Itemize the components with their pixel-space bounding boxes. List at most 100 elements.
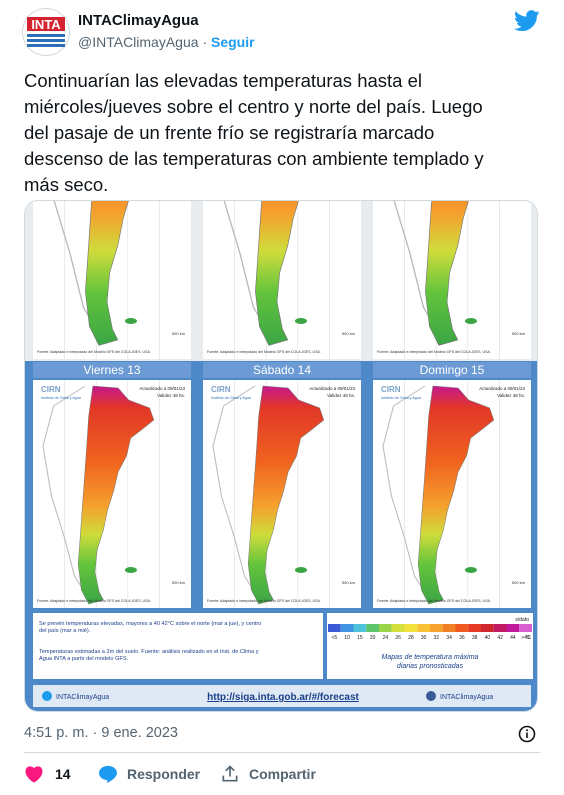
malvinas — [294, 318, 307, 324]
like-count[interactable]: 14 — [55, 766, 71, 782]
legend-label: 36 — [459, 635, 465, 641]
legend-label: 44 — [510, 635, 516, 641]
legend-swatch — [519, 624, 532, 632]
legend-label: 38 — [472, 635, 478, 641]
footer-left: INTAClimayAgua — [56, 694, 109, 701]
badge-institute: Instituto de Clima y Agua — [211, 396, 251, 400]
notes-box — [33, 613, 323, 679]
legend-label: 30 — [421, 635, 427, 641]
tweet-line: Continuarían las elevadas temperaturas h… — [24, 70, 422, 91]
badge-org: CIRN — [381, 385, 401, 394]
malvinas — [464, 567, 477, 573]
country-outline — [42, 385, 91, 602]
malvinas — [124, 567, 137, 573]
badge-institute: Instituto de Clima y Agua — [41, 396, 81, 400]
legend-swatch — [455, 624, 469, 632]
day-label: Sábado 14 — [253, 363, 311, 377]
twitter-logo[interactable] — [514, 10, 540, 32]
country-outline — [393, 201, 445, 342]
tweet-text: Continuarían las elevadas temperaturas h… — [24, 68, 484, 198]
tweet-image[interactable]: 500 km Fuente: Adaptado e interpolado del… — [24, 200, 538, 712]
map: 500 km Fuente: Adaptado e interpolado del… — [373, 380, 531, 608]
note: Se prevén temperaturas elevadas, mayores… — [39, 621, 261, 634]
footer-facebook — [426, 691, 436, 701]
source-label: Fuente: Adaptado e interpolado del Model… — [207, 350, 321, 354]
argentina-heatmap — [247, 385, 325, 605]
country-outline — [53, 201, 105, 342]
map: 500 km Fuente: Adaptado e interpolado del… — [33, 201, 191, 359]
handle[interactable]: @INTAClimayAgua — [78, 34, 199, 50]
tweet-line: miércoles/jueves sobre el centro y norte… — [24, 96, 483, 117]
forecast-graphic: 500 km Fuente: Adaptado e interpolado del… — [25, 201, 537, 711]
legend-swatch — [353, 624, 367, 632]
scale-label: 500 km — [512, 580, 526, 585]
legend-label: 42 — [497, 635, 503, 641]
legend-label: 10 — [344, 635, 350, 641]
footer-twitter — [42, 691, 52, 701]
follow-button[interactable]: Seguir — [211, 34, 255, 50]
country-outline — [382, 385, 431, 602]
badge-org: CIRN — [41, 385, 61, 394]
scale-label: 500 km — [172, 580, 186, 585]
legend-unit: °C — [525, 635, 531, 641]
legend-label: 32 — [434, 635, 440, 641]
malvinas — [464, 318, 477, 324]
badge-org: CIRN — [211, 385, 231, 394]
legend-swatch — [379, 624, 392, 632]
map: 500 km Fuente: Adaptado e interpolado del… — [203, 380, 361, 608]
badge-updated: Actualizado a 09/01/23 — [479, 386, 525, 391]
source-label: Fuente: Adaptado e interpolado del Model… — [377, 599, 491, 603]
legend-label: 40 — [485, 635, 491, 641]
tweet-line: del pasaje de un frente frío se registra… — [24, 122, 435, 143]
legend-swatch — [391, 624, 405, 632]
share-button[interactable]: Compartir — [249, 766, 316, 782]
footer-right: INTAClimayAgua — [440, 694, 493, 701]
argentina-heatmap — [417, 385, 495, 605]
logo-text: INTA — [31, 17, 61, 32]
source-label: Fuente: Adaptado e interpolado del Model… — [37, 599, 151, 603]
legend-swatch — [340, 624, 354, 632]
legend-swatch — [493, 624, 507, 632]
note-line: del país (mar a mié). — [39, 628, 91, 634]
legend-swatch — [404, 624, 418, 632]
avatar[interactable]: INTA — [22, 8, 70, 56]
legend-caption: Mapas de temperatura máxima — [382, 654, 479, 661]
legend-label: >45 — [521, 635, 530, 641]
share-icon[interactable] — [220, 764, 240, 784]
scale-label: 500 km — [342, 580, 356, 585]
user-name[interactable]: INTAClimayAgua — [78, 12, 199, 29]
day-band — [33, 362, 191, 378]
legend-swatch — [442, 624, 456, 632]
badge-validity: Validez 48 hs. — [157, 393, 185, 398]
day-label: Viernes 13 — [83, 363, 140, 377]
tweet-line: descenso de las temperaturas con ambient… — [24, 148, 484, 169]
reply-icon[interactable] — [98, 765, 118, 783]
like-icon[interactable] — [24, 765, 44, 783]
source-label: Fuente: Adaptado e interpolado del Model… — [37, 350, 151, 354]
legend-label: 15 — [357, 635, 363, 641]
reply-button[interactable]: Responder — [127, 766, 201, 782]
note-line: Temperaturas estimadas a 2m del suelo. F… — [39, 649, 259, 655]
legend-swatch — [506, 624, 520, 632]
handle-row: @INTAClimayAgua · Seguir — [78, 34, 255, 50]
source-label: Fuente: Adaptado e interpolado del Model… — [377, 350, 491, 354]
divider — [24, 752, 540, 753]
note-line: Agua INTA a partir del modelo GFS. — [39, 656, 129, 662]
day-band — [203, 362, 361, 378]
map: 500 km Fuente: Adaptado e interpolado del… — [33, 380, 191, 608]
malvinas — [124, 318, 137, 324]
map: 500 km Fuente: Adaptado e interpolado del… — [203, 201, 361, 359]
day-label: Domingo 15 — [420, 363, 485, 377]
timestamp[interactable]: 4:51 p. m. · 9 ene. 2023 — [24, 725, 178, 741]
legend-label: 26 — [395, 635, 401, 641]
legend-swatch — [417, 624, 430, 632]
badge-validity: Validez 48 hs. — [497, 393, 525, 398]
legend-label: 34 — [446, 635, 452, 641]
note: Temperaturas estimadas a 2m del suelo. F… — [39, 649, 259, 662]
scale-label: 500 km — [342, 331, 356, 336]
legend-swatch — [366, 624, 379, 632]
info-icon[interactable] — [518, 725, 536, 743]
legend-label: 24 — [383, 635, 389, 641]
separator: · — [202, 34, 208, 50]
